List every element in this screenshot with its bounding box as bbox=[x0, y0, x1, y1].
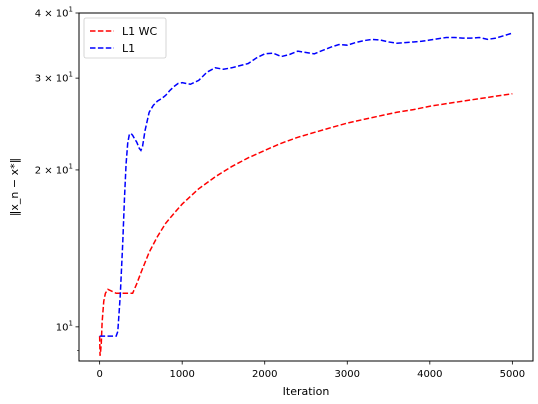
legend-label: L1 bbox=[122, 42, 135, 55]
y-tick-label: 2 × 101 bbox=[35, 162, 73, 176]
x-tick-label: 5000 bbox=[500, 369, 525, 380]
y-axis-label: ‖x_n − x*‖ bbox=[8, 158, 21, 216]
y-axis: 101 2 × 101 3 × 101 4 × 101 bbox=[35, 6, 79, 352]
x-axis: 0 1000 2000 3000 4000 5000 bbox=[96, 361, 525, 380]
series-line-0 bbox=[98, 93, 513, 356]
x-tick-label: 1000 bbox=[169, 369, 194, 380]
y-tick-label: 3 × 101 bbox=[35, 71, 73, 85]
x-axis-label: Iteration bbox=[283, 385, 330, 398]
x-tick-label: 4000 bbox=[417, 369, 442, 380]
legend-box bbox=[83, 17, 167, 59]
legend-label: L1 WC bbox=[122, 25, 158, 38]
x-tick-label: 3000 bbox=[335, 369, 360, 380]
series-lines bbox=[98, 32, 513, 356]
series-line-1 bbox=[99, 32, 513, 337]
plot-area bbox=[78, 12, 534, 362]
legend: L1 WC L1 bbox=[83, 17, 167, 59]
plot-frame bbox=[78, 12, 534, 362]
y-tick-label: 4 × 101 bbox=[35, 6, 73, 20]
x-tick-label: 0 bbox=[96, 369, 102, 380]
y-tick-label: 101 bbox=[56, 319, 73, 333]
x-tick-label: 2000 bbox=[252, 369, 277, 380]
